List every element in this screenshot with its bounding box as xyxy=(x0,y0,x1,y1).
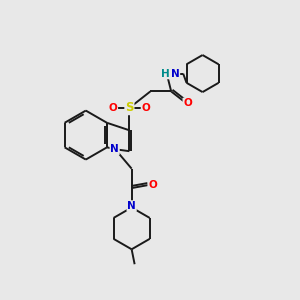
Text: S: S xyxy=(125,101,134,114)
Text: N: N xyxy=(171,69,179,79)
Text: O: O xyxy=(183,98,192,108)
Text: O: O xyxy=(148,180,157,190)
Text: N: N xyxy=(110,144,119,154)
Text: H: H xyxy=(161,69,170,79)
Text: O: O xyxy=(109,103,117,113)
Text: O: O xyxy=(141,103,150,113)
Text: N: N xyxy=(127,201,136,211)
